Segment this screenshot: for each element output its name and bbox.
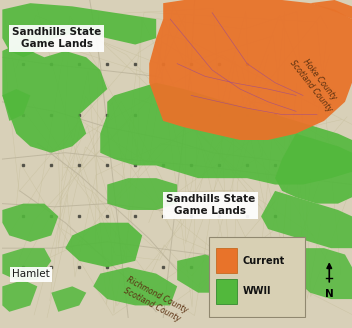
Polygon shape [51,286,86,312]
Polygon shape [100,83,352,185]
Polygon shape [2,45,107,153]
Polygon shape [2,3,156,57]
Text: Sandhills State
Game Lands: Sandhills State Game Lands [12,27,101,49]
Polygon shape [2,280,37,312]
Text: WWII: WWII [242,286,271,297]
Polygon shape [2,248,51,280]
Text: Hoke County
Scotland County: Hoke County Scotland County [288,52,342,113]
Polygon shape [261,191,352,248]
FancyBboxPatch shape [209,237,305,317]
FancyBboxPatch shape [216,279,237,304]
Polygon shape [107,178,177,210]
Polygon shape [296,248,352,299]
Polygon shape [275,133,352,204]
Polygon shape [310,0,352,19]
FancyBboxPatch shape [216,248,237,273]
Polygon shape [149,0,352,140]
Text: Hamlet: Hamlet [12,269,50,279]
Polygon shape [65,223,142,267]
Polygon shape [2,89,30,121]
Text: Current: Current [242,256,284,266]
Text: Richmond County
Scotland County: Richmond County Scotland County [120,275,189,324]
Polygon shape [177,255,240,293]
Text: Sandhills State
Game Lands: Sandhills State Game Lands [166,195,255,216]
Polygon shape [93,267,177,305]
Polygon shape [2,204,58,242]
Text: N: N [325,289,334,299]
